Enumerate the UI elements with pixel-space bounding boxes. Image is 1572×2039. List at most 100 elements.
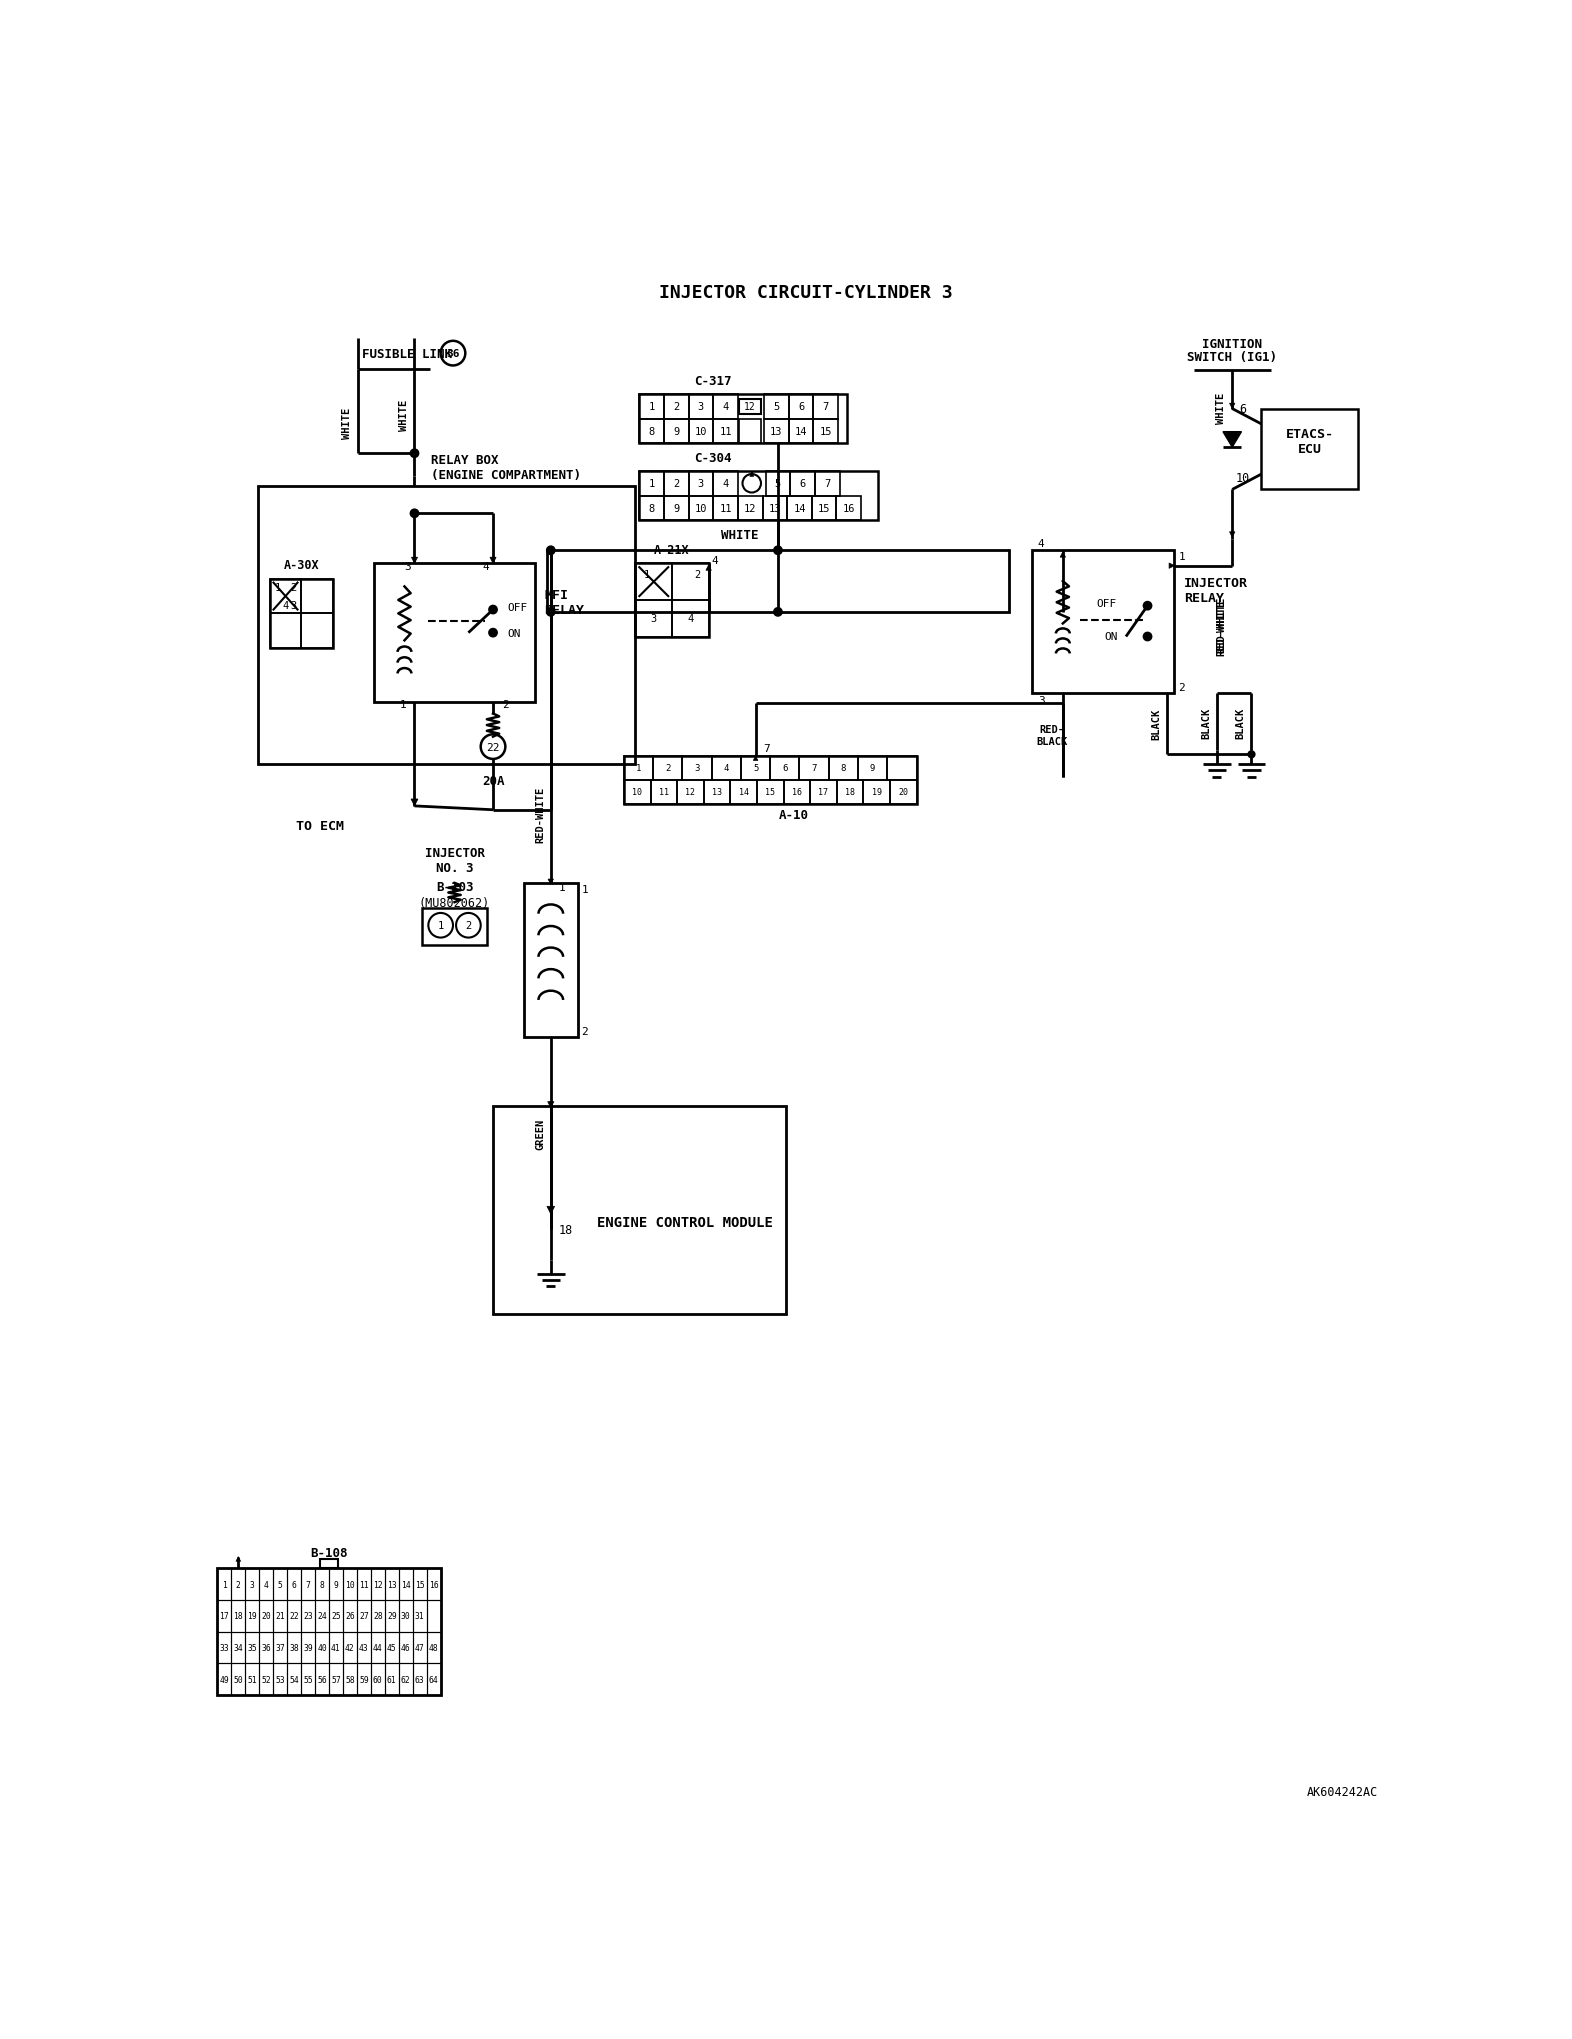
- Text: 5: 5: [773, 402, 780, 412]
- Bar: [314, 1568, 329, 1601]
- Bar: [399, 1664, 413, 1694]
- Circle shape: [489, 630, 497, 636]
- Bar: [399, 1601, 413, 1631]
- Text: 22: 22: [486, 742, 500, 752]
- Circle shape: [547, 546, 555, 555]
- Text: 4: 4: [687, 614, 693, 624]
- Bar: [385, 1568, 399, 1601]
- Text: 3: 3: [291, 599, 297, 610]
- Bar: [714, 396, 737, 420]
- Text: 63: 63: [415, 1676, 424, 1684]
- Text: 15: 15: [819, 426, 832, 436]
- Text: 1: 1: [275, 583, 281, 593]
- Text: B-103: B-103: [435, 881, 473, 893]
- Text: 41: 41: [332, 1643, 341, 1652]
- Bar: [813, 396, 838, 420]
- Bar: [764, 396, 789, 420]
- Bar: [413, 1631, 426, 1664]
- Bar: [274, 1631, 288, 1664]
- Circle shape: [481, 734, 505, 761]
- Text: 14: 14: [794, 504, 806, 514]
- Bar: [343, 1664, 357, 1694]
- Circle shape: [773, 610, 781, 616]
- Text: 7: 7: [764, 744, 770, 754]
- Circle shape: [440, 343, 465, 367]
- Bar: [385, 1601, 399, 1631]
- Bar: [663, 396, 689, 420]
- Text: 7: 7: [305, 1580, 311, 1588]
- Text: 5: 5: [753, 765, 758, 773]
- Text: TO ECM: TO ECM: [296, 820, 344, 832]
- Bar: [714, 495, 737, 522]
- Text: 12: 12: [744, 504, 756, 514]
- Bar: [314, 1631, 329, 1664]
- Text: 8: 8: [649, 504, 656, 514]
- Bar: [651, 781, 678, 803]
- Bar: [245, 1601, 259, 1631]
- Bar: [329, 1631, 343, 1664]
- Text: 11: 11: [720, 426, 733, 436]
- Text: RELAY BOX: RELAY BOX: [431, 453, 498, 467]
- Text: 18: 18: [846, 787, 855, 797]
- Text: 51: 51: [247, 1676, 258, 1684]
- Bar: [217, 1631, 231, 1664]
- Text: 12: 12: [685, 787, 695, 797]
- Bar: [302, 1568, 314, 1601]
- Bar: [329, 1664, 343, 1694]
- Bar: [764, 420, 789, 445]
- Text: 23: 23: [303, 1611, 313, 1621]
- Bar: [245, 1568, 259, 1601]
- Bar: [640, 420, 663, 445]
- Text: 8: 8: [649, 426, 656, 436]
- Bar: [426, 1664, 440, 1694]
- Bar: [766, 471, 791, 495]
- Bar: [783, 781, 810, 803]
- Text: 1: 1: [643, 571, 649, 579]
- Text: 28: 28: [373, 1611, 382, 1621]
- Text: 1: 1: [649, 402, 656, 412]
- Bar: [302, 1601, 314, 1631]
- Text: (ENGINE COMPARTMENT): (ENGINE COMPARTMENT): [431, 469, 582, 481]
- Bar: [640, 471, 879, 522]
- Text: 14: 14: [401, 1580, 410, 1588]
- Text: 52: 52: [261, 1676, 270, 1684]
- Text: INJECTOR: INJECTOR: [424, 846, 484, 858]
- Bar: [259, 1631, 274, 1664]
- Bar: [523, 883, 578, 1038]
- Text: 9: 9: [333, 1580, 338, 1588]
- Text: 16: 16: [792, 787, 802, 797]
- Bar: [343, 1601, 357, 1631]
- Bar: [673, 602, 709, 636]
- Polygon shape: [236, 1558, 241, 1562]
- Text: 2: 2: [465, 922, 472, 930]
- Text: ENGINE CONTROL MODULE: ENGINE CONTROL MODULE: [597, 1215, 773, 1230]
- Text: 10: 10: [346, 1580, 355, 1588]
- Bar: [813, 420, 838, 445]
- Text: 10: 10: [1236, 473, 1250, 485]
- Text: 2: 2: [503, 699, 509, 710]
- Text: 50: 50: [233, 1676, 244, 1684]
- Text: NO. 3: NO. 3: [435, 862, 473, 875]
- Bar: [343, 1631, 357, 1664]
- Bar: [789, 396, 813, 420]
- Bar: [245, 1664, 259, 1694]
- Text: 20: 20: [261, 1611, 270, 1621]
- Text: 7: 7: [824, 479, 830, 489]
- Text: 46: 46: [401, 1643, 410, 1652]
- Text: 61: 61: [387, 1676, 396, 1684]
- Polygon shape: [547, 1207, 555, 1215]
- Bar: [1033, 551, 1174, 693]
- Bar: [413, 1664, 426, 1694]
- Bar: [640, 471, 663, 495]
- Bar: [217, 1568, 440, 1694]
- Bar: [663, 471, 689, 495]
- Text: AK604242AC: AK604242AC: [1308, 1784, 1379, 1798]
- Bar: [371, 1631, 385, 1664]
- Circle shape: [547, 610, 555, 616]
- Bar: [217, 1568, 231, 1601]
- Text: 14: 14: [795, 426, 808, 436]
- Polygon shape: [412, 559, 418, 565]
- Bar: [640, 495, 663, 522]
- Bar: [288, 1568, 302, 1601]
- Text: 59: 59: [358, 1676, 369, 1684]
